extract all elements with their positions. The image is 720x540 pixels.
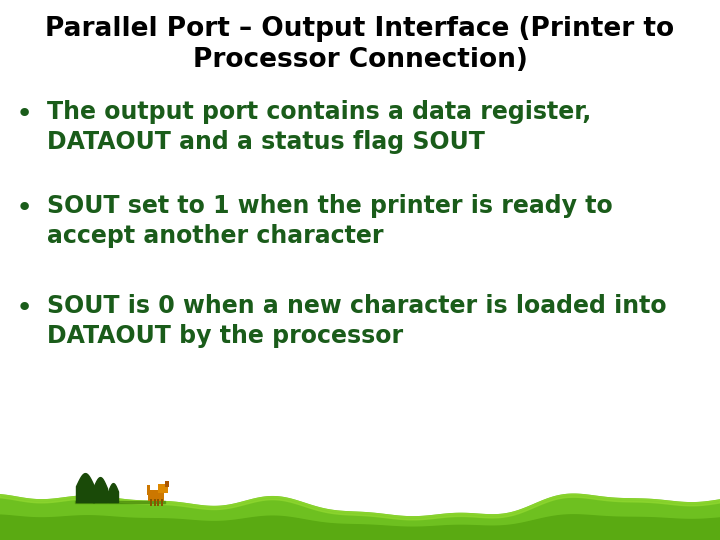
Text: Parallel Port – Output Interface (Printer to
Processor Connection): Parallel Port – Output Interface (Printe… — [45, 16, 675, 73]
Bar — [158, 484, 168, 493]
Text: The output port contains a data register,
DATAOUT and a status flag SOUT: The output port contains a data register… — [47, 100, 591, 153]
Text: •: • — [16, 194, 33, 222]
Text: SOUT set to 1 when the printer is ready to
accept another character: SOUT set to 1 when the printer is ready … — [47, 194, 613, 248]
Bar — [150, 499, 152, 506]
Text: •: • — [16, 100, 33, 128]
Bar — [165, 481, 169, 487]
Bar — [154, 499, 156, 506]
Bar — [147, 485, 150, 495]
Bar — [161, 499, 163, 506]
Bar — [157, 499, 159, 506]
Text: •: • — [16, 294, 33, 322]
Bar — [148, 490, 164, 501]
Text: SOUT is 0 when a new character is loaded into
DATAOUT by the processor: SOUT is 0 when a new character is loaded… — [47, 294, 667, 348]
